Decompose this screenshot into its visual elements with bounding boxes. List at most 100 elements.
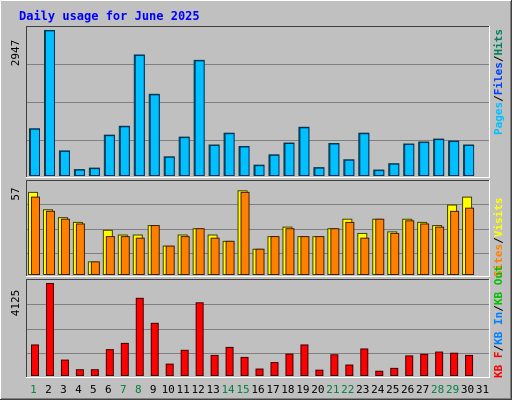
files-bar-day-14 [224, 133, 235, 177]
files-bar-day-4 [74, 169, 85, 177]
x-tick-label-day-10: 10 [162, 383, 175, 396]
files-bar-day-5 [89, 168, 100, 176]
panel-0-legend: Pages/Files/Hits [492, 29, 505, 135]
x-tick-label-day-26: 26 [401, 383, 414, 396]
files-bar-day-30 [464, 144, 475, 176]
sites-bar-day-16 [255, 248, 265, 276]
files-bar-day-15 [239, 146, 250, 177]
kbf-bar-day-29 [450, 352, 459, 376]
kbf-bar-day-19 [300, 344, 309, 377]
files-bar-day-25 [389, 163, 400, 177]
files-bar-day-11 [179, 137, 190, 176]
sites-bar-day-13 [210, 237, 220, 275]
x-tick-label-day-3: 3 [60, 383, 67, 396]
kbf-bar-day-18 [285, 353, 294, 376]
x-tick-label-day-2: 2 [45, 383, 52, 396]
legend-kbin: KB In [492, 312, 505, 345]
x-tick-label-day-31: 31 [476, 383, 489, 396]
legend-kbout: KB Out [492, 265, 505, 305]
sites-bar-day-4 [75, 223, 85, 275]
sites-bar-day-22 [345, 221, 355, 275]
files-bar-day-24 [374, 170, 385, 176]
panel-1-axis-max-label: 57 [9, 187, 22, 200]
kbf-bar-day-21 [330, 354, 339, 376]
x-tick-label-day-8: 8 [135, 383, 142, 396]
legend-separator: / [492, 55, 505, 62]
x-tick-label-day-13: 13 [206, 383, 219, 396]
sites-bar-day-18 [285, 228, 295, 275]
x-tick-label-day-5: 5 [90, 383, 97, 396]
x-tick-label-day-7: 7 [120, 383, 127, 396]
x-tick-label-day-15: 15 [236, 383, 249, 396]
sites-bar-day-1 [31, 196, 40, 275]
kbf-bar-day-26 [405, 355, 414, 376]
legend-separator: / [492, 95, 505, 102]
sites-bar-day-11 [180, 236, 190, 276]
files-bar-day-2 [44, 30, 55, 176]
sites-bar-day-23 [360, 237, 370, 275]
panel-1-legend: Sites/Visits [492, 198, 505, 278]
sites-bar-day-9 [150, 225, 160, 275]
files-bar-day-13 [209, 144, 220, 176]
files-bar-day-20 [314, 167, 325, 177]
files-bar-day-6 [104, 135, 115, 176]
sites-bar-day-5 [90, 261, 100, 275]
x-tick-label-day-29: 29 [446, 383, 459, 396]
files-bar-day-27 [419, 142, 430, 176]
x-tick-label-day-11: 11 [177, 383, 190, 396]
files-bar-day-16 [254, 165, 265, 177]
kbf-bar-day-30 [465, 354, 474, 377]
sites-bar-day-7 [120, 236, 130, 276]
kbf-bar-day-25 [390, 367, 399, 377]
files-bar-day-18 [284, 143, 295, 177]
x-tick-label-day-22: 22 [341, 383, 354, 396]
kbf-bar-day-6 [105, 349, 114, 376]
x-tick-label-day-28: 28 [431, 383, 444, 396]
kbf-bar-day-12 [195, 302, 204, 376]
legend-kbf: KB F [492, 352, 505, 379]
kbf-bar-day-10 [165, 363, 174, 377]
x-tick-label-day-23: 23 [356, 383, 369, 396]
x-tick-label-day-18: 18 [281, 383, 294, 396]
sites-bar-day-28 [435, 226, 445, 275]
sites-bar-day-3 [60, 218, 70, 276]
kbf-bar-day-11 [180, 349, 189, 377]
files-bar-day-29 [449, 141, 460, 176]
kbf-bar-day-17 [270, 362, 279, 376]
sites-bar-day-25 [390, 232, 400, 276]
kbf-bar-day-7 [120, 342, 129, 376]
legend-pages: Pages [492, 102, 505, 135]
files-bar-day-12 [194, 60, 205, 176]
x-tick-label-day-16: 16 [251, 383, 264, 396]
files-bar-day-22 [344, 159, 355, 177]
files-bar-day-7 [119, 126, 130, 176]
files-bar-day-17 [269, 154, 280, 177]
x-tick-label-day-27: 27 [416, 383, 429, 396]
sites-bar-day-21 [330, 228, 340, 275]
x-tick-label-day-12: 12 [192, 383, 205, 396]
kbf-bar-day-2 [45, 283, 54, 376]
sites-bar-day-12 [195, 228, 205, 275]
sites-bar-day-8 [135, 237, 145, 275]
files-bar-day-19 [299, 127, 310, 176]
files-bar-day-8 [134, 54, 145, 176]
chart-title: Daily usage for June 2025 [19, 9, 200, 23]
legend-separator: / [492, 305, 505, 312]
panel-2-legend: KB F/KB In/KB Out [492, 265, 505, 378]
x-tick-label-day-9: 9 [150, 383, 157, 396]
sites-bar-day-2 [45, 210, 55, 275]
kbf-bar-day-5 [90, 369, 99, 376]
legend-visits: Visits [492, 198, 505, 238]
kbf-bar-day-20 [315, 369, 324, 377]
legend-sites: Sites [492, 244, 505, 277]
x-tick-label-day-19: 19 [296, 383, 309, 396]
x-tick-label-day-14: 14 [221, 383, 235, 396]
legend-separator: / [492, 237, 505, 244]
kbf-bar-day-3 [60, 359, 69, 376]
x-tick-label-day-17: 17 [266, 383, 279, 396]
x-tick-label-day-25: 25 [386, 383, 399, 396]
files-bar-day-28 [434, 139, 445, 177]
sites-bar-day-20 [315, 236, 325, 276]
kbf-bar-day-27 [420, 353, 429, 377]
kbf-bar-day-23 [360, 348, 369, 376]
